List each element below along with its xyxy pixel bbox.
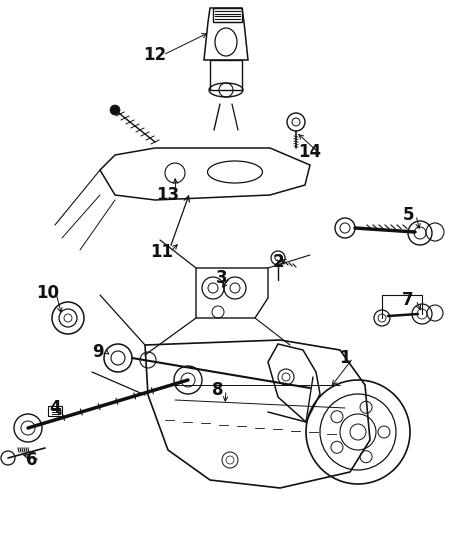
Text: 7: 7 (402, 291, 414, 309)
Text: 5: 5 (402, 206, 414, 224)
Text: 13: 13 (156, 186, 180, 204)
Text: 3: 3 (216, 269, 228, 287)
Text: 1: 1 (339, 349, 351, 367)
Circle shape (110, 105, 120, 115)
Text: 6: 6 (26, 451, 38, 469)
Text: 14: 14 (298, 143, 322, 161)
Text: 9: 9 (92, 343, 104, 361)
Text: 8: 8 (212, 381, 224, 399)
Text: 11: 11 (150, 243, 174, 261)
Text: 12: 12 (143, 46, 166, 64)
Text: 2: 2 (272, 253, 284, 271)
Text: 10: 10 (37, 284, 59, 302)
Text: 4: 4 (49, 399, 61, 417)
